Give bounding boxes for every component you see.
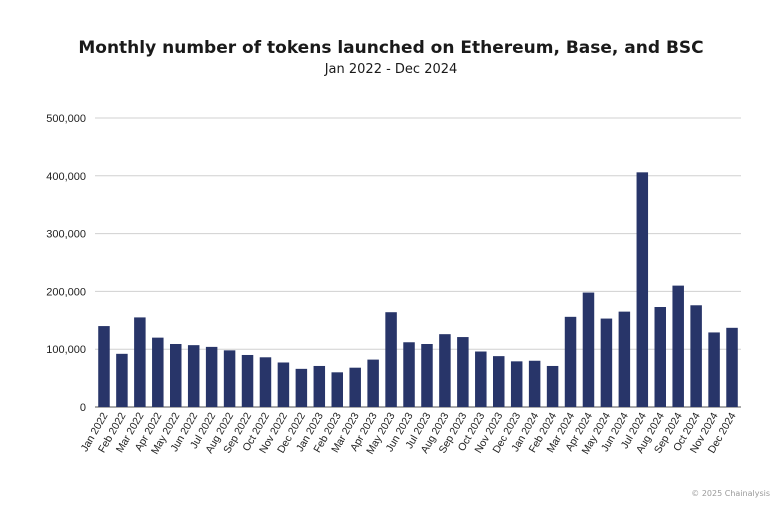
- bar: [493, 356, 505, 407]
- bar: [134, 317, 146, 407]
- bar: [636, 172, 649, 407]
- bar: [421, 343, 433, 407]
- bar: [98, 326, 110, 407]
- bar: [690, 305, 702, 407]
- bar: [457, 337, 469, 407]
- bar: [726, 327, 738, 407]
- bar: [439, 334, 451, 407]
- bar: [475, 351, 487, 407]
- bar: [152, 337, 164, 407]
- bar: [600, 318, 613, 407]
- bar: [349, 367, 361, 407]
- y-tick-label: 300,000: [46, 229, 86, 241]
- bar: [618, 311, 631, 407]
- bar: [241, 354, 254, 407]
- bar: [510, 361, 523, 407]
- bar: [528, 360, 541, 407]
- y-tick-label: 200,000: [46, 286, 86, 298]
- bar: [259, 357, 272, 407]
- bar: [564, 316, 577, 407]
- bar: [223, 350, 236, 407]
- chart-subtitle: Jan 2022 - Dec 2024: [324, 62, 458, 77]
- y-tick-label: 0: [80, 402, 86, 414]
- bar: [546, 365, 559, 407]
- bar: [187, 345, 200, 407]
- y-tick-label: 100,000: [46, 344, 86, 356]
- bar: [331, 372, 343, 407]
- chart-title: Monthly number of tokens launched on Eth…: [78, 38, 704, 58]
- bar: [205, 346, 218, 407]
- y-tick-label: 400,000: [46, 171, 86, 183]
- bar: [385, 312, 397, 407]
- bar: [672, 285, 684, 407]
- y-tick-label: 500,000: [46, 113, 86, 125]
- bar: [116, 353, 128, 407]
- bar: [170, 343, 182, 407]
- bar: [295, 368, 308, 407]
- bar: [654, 307, 666, 407]
- bar: [277, 362, 290, 407]
- bar: [367, 359, 379, 407]
- copyright-footer: © 2025 Chainalysis: [691, 489, 770, 498]
- bar: [313, 365, 326, 407]
- bar: [403, 342, 415, 407]
- bar: [582, 292, 595, 407]
- bar: [708, 332, 720, 407]
